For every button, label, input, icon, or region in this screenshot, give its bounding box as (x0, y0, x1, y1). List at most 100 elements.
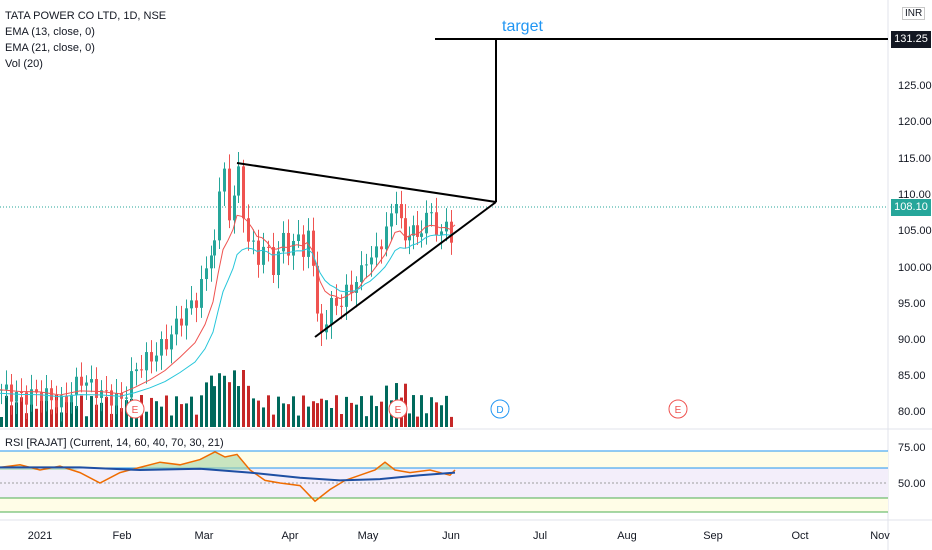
candle-body (435, 212, 438, 235)
volume-bar (262, 407, 265, 427)
candle-body (440, 231, 443, 235)
ema13-line (0, 214, 456, 396)
volume-bar (360, 396, 363, 427)
volume-bar (277, 396, 280, 427)
volume-bar (316, 403, 319, 427)
candle-body (90, 379, 93, 383)
candle-body (140, 369, 143, 371)
candle-body (50, 388, 53, 401)
rsi-tick: 50.00 (898, 478, 926, 490)
price-tick: 95.00 (898, 298, 926, 310)
volume-bar (25, 413, 28, 427)
earnings-marker[interactable]: E (668, 399, 688, 419)
candle-body (277, 251, 280, 276)
volume-bar (5, 395, 8, 427)
price-tick: 85.00 (898, 370, 926, 382)
volume-bar (200, 395, 203, 427)
volume-bar (165, 395, 168, 427)
volume-bar (90, 396, 93, 427)
volume-bar (430, 397, 433, 427)
candle-body (210, 255, 213, 269)
volume-bar (375, 406, 378, 427)
time-tick: Oct (791, 530, 808, 542)
candle-body (223, 168, 226, 192)
volume-bar (105, 396, 108, 427)
candle-body (95, 379, 98, 398)
volume-bar (416, 416, 419, 427)
time-tick: Aug (617, 530, 637, 542)
earnings-marker[interactable]: E (125, 399, 145, 419)
volume-bar (75, 405, 78, 427)
volume-bar (365, 416, 368, 427)
candle-body (45, 388, 48, 402)
candle-body (145, 352, 148, 371)
candle-body (450, 221, 453, 243)
candle-body (302, 234, 305, 257)
candle-body (233, 195, 236, 221)
target-annotation[interactable]: target (502, 18, 543, 35)
candle-body (380, 246, 383, 250)
dividend-marker[interactable]: D (490, 399, 510, 419)
earnings-marker[interactable]: E (388, 399, 408, 419)
volume-bar (325, 400, 328, 427)
ema21-legend[interactable]: EMA (21, close, 0) (5, 42, 95, 54)
price-tick: 80.00 (898, 406, 926, 418)
volume-bar (297, 415, 300, 427)
volume-bar (85, 416, 88, 427)
rsi-legend[interactable]: RSI [RAJAT] (Current, 14, 60, 40, 70, 30… (5, 437, 224, 449)
triangle-lower-trendline[interactable] (314, 201, 497, 338)
candle-body (312, 230, 315, 266)
volume-bar (330, 407, 333, 427)
candle-body (355, 281, 358, 293)
triangle-upper-trendline[interactable] (236, 162, 497, 203)
candle-body (316, 265, 319, 314)
candle-body (213, 240, 216, 256)
candle-body (75, 376, 78, 395)
volume-bar (242, 370, 245, 427)
candle-body (425, 212, 428, 234)
time-tick: Feb (113, 530, 132, 542)
price-axis[interactable]: 125.00 120.00 115.00 110.00 105.00 100.0… (898, 80, 932, 490)
candle-body (185, 308, 188, 326)
currency-selector[interactable]: INR (902, 7, 926, 20)
time-axis[interactable]: 2021 Feb Mar Apr May Jun Jul Aug Sep Oct… (28, 530, 891, 542)
volume-bar (160, 406, 163, 427)
volume-bar (267, 395, 270, 427)
volume-bar (340, 414, 343, 427)
candle-body (155, 355, 158, 362)
volume-bar (145, 411, 148, 427)
rsi-band-upper (0, 451, 888, 468)
candle-body (35, 389, 38, 393)
volume-bar (0, 417, 3, 427)
volume-bar (237, 386, 240, 427)
candle-body (307, 230, 310, 257)
candle-body (445, 221, 448, 232)
ema13-legend[interactable]: EMA (13, close, 0) (5, 26, 95, 38)
candle-body (170, 334, 173, 350)
svg-text:E: E (132, 405, 139, 416)
volume-legend[interactable]: Vol (20) (5, 58, 43, 70)
rsi-tick: 75.00 (898, 442, 926, 454)
volume-bar (307, 406, 310, 427)
price-tick: 120.00 (898, 116, 932, 128)
candle-body (272, 247, 275, 276)
candle-body (105, 390, 108, 392)
candle-body (228, 168, 231, 221)
volume-bar (412, 395, 415, 427)
volume-bar (155, 401, 158, 427)
svg-text:E: E (675, 405, 682, 416)
candle-body (150, 352, 153, 362)
candle-body (160, 339, 163, 356)
volume-bar (175, 396, 178, 427)
symbol-title[interactable]: TATA POWER CO LTD, 1D, NSE (5, 10, 167, 22)
candle-body (412, 225, 415, 236)
time-tick: 2021 (28, 530, 52, 542)
time-tick: Mar (195, 530, 214, 542)
candle-body (335, 297, 338, 306)
chart-legend: TATA POWER CO LTD, 1D, NSE EMA (13, clos… (5, 8, 166, 72)
candle-body (430, 212, 433, 214)
volume-bar (312, 401, 315, 427)
price-tick: 115.00 (898, 153, 931, 165)
rsi-line (0, 450, 456, 503)
